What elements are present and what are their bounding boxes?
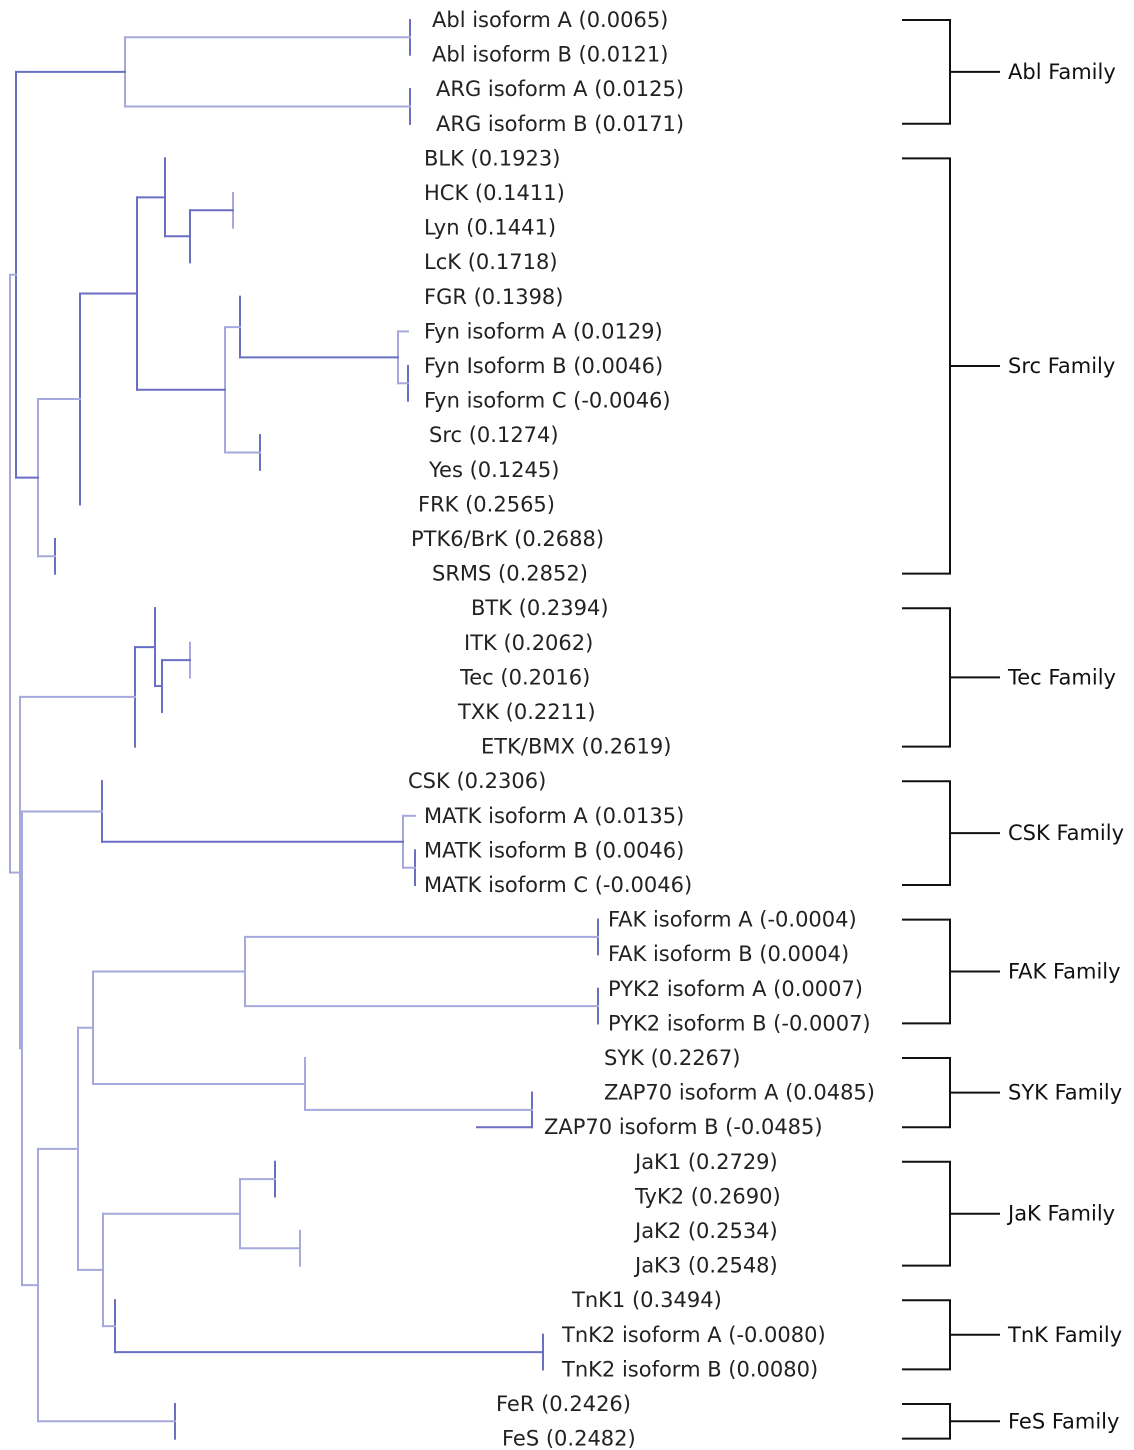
leaf-label: Fyn isoform C (-0.0046) <box>424 389 671 413</box>
leaf-label: SYK (0.2267) <box>604 1046 740 1070</box>
family-bracket <box>902 607 1000 748</box>
family-label: FAK Family <box>1008 960 1121 984</box>
leaf-label: TXK (0.2211) <box>457 700 596 724</box>
leaf-label: JaK2 (0.2534) <box>633 1219 778 1243</box>
family-label: CSK Family <box>1008 821 1124 845</box>
leaf-label: Fyn Isoform B (0.0046) <box>424 354 663 378</box>
leaf-label: FAK isoform A (-0.0004) <box>608 908 857 932</box>
leaf-label: ITK (0.2062) <box>464 631 593 655</box>
leaf-label: ZAP70 isoform B (-0.0485) <box>544 1115 823 1139</box>
leaf-label: BTK (0.2394) <box>471 596 609 620</box>
leaf-label: BLK (0.1923) <box>424 146 560 170</box>
family-bracket <box>902 1057 1000 1129</box>
leaf-label: CSK (0.2306) <box>408 769 546 793</box>
leaf-label: PYK2 isoform B (-0.0007) <box>608 1011 871 1035</box>
leaf-label: FRK (0.2565) <box>418 492 555 516</box>
leaf-label: PYK2 isoform A (0.0007) <box>608 977 863 1001</box>
leaf-label: TyK2 (0.2690) <box>634 1184 781 1208</box>
family-label: FeS Family <box>1008 1409 1119 1433</box>
leaf-label: SRMS (0.2852) <box>432 562 588 586</box>
family-label: Abl Family <box>1008 60 1116 84</box>
family-label: JaK Family <box>1006 1202 1115 1226</box>
family-bracket <box>902 19 1000 125</box>
family-bracket <box>902 918 1000 1025</box>
family-bracket <box>902 780 1000 886</box>
leaf-label: TnK1 (0.3494) <box>571 1288 722 1312</box>
family-bracket <box>902 1403 1000 1440</box>
leaf-label: LcK (0.1718) <box>424 250 558 274</box>
leaf-label: ETK/BMX (0.2619) <box>481 735 671 759</box>
leaf-label: Fyn isoform A (0.0129) <box>424 319 663 343</box>
family-bracket <box>902 1299 1000 1371</box>
leaf-label: Lyn (0.1441) <box>424 216 556 240</box>
leaf-label: MATK isoform A (0.0135) <box>424 804 684 828</box>
family-label: Src Family <box>1008 354 1115 378</box>
leaf-label: FGR (0.1398) <box>424 285 563 309</box>
leaf-label: Abl isoform A (0.0065) <box>432 8 668 32</box>
family-bracket <box>902 157 1000 575</box>
leaf-label: FeS (0.2482) <box>502 1427 636 1450</box>
leaf-label: MATK isoform C (-0.0046) <box>424 873 692 897</box>
leaf-label: Src (0.1274) <box>429 423 559 447</box>
leaf-label: JaK1 (0.2729) <box>633 1150 778 1174</box>
leaf-label: PTK6/BrK (0.2688) <box>411 527 604 551</box>
family-label: SYK Family <box>1008 1081 1122 1105</box>
leaf-label: TnK2 isoform A (-0.0080) <box>561 1323 826 1347</box>
leaf-label: ARG isoform A (0.0125) <box>436 77 684 101</box>
leaf-label: Abl isoform B (0.0121) <box>432 43 668 67</box>
family-brackets: Abl Family Src Family Tec Family CSK Family… <box>902 19 1124 1440</box>
leaf-label: ARG isoform B (0.0171) <box>436 112 684 136</box>
family-bracket <box>902 1160 1000 1267</box>
leaf-labels: Abl isoform A (0.0065) Abl isoform B (0.0… <box>408 8 875 1450</box>
leaf-label: TnK2 isoform B (0.0080) <box>561 1357 818 1381</box>
leaf-label: HCK (0.1411) <box>424 181 565 205</box>
tree-edges <box>9 19 599 1440</box>
leaf-label: FeR (0.2426) <box>496 1392 631 1416</box>
leaf-label: ZAP70 isoform A (0.0485) <box>604 1081 875 1105</box>
leaf-label: JaK3 (0.2548) <box>633 1254 778 1278</box>
leaf-label: Tec (0.2016) <box>459 665 590 689</box>
family-label: TnK Family <box>1007 1323 1122 1347</box>
leaf-label: FAK isoform B (0.0004) <box>608 942 849 966</box>
family-label: Tec Family <box>1007 665 1116 689</box>
leaf-label: Yes (0.1245) <box>428 458 559 482</box>
leaf-label: MATK isoform B (0.0046) <box>424 838 684 862</box>
